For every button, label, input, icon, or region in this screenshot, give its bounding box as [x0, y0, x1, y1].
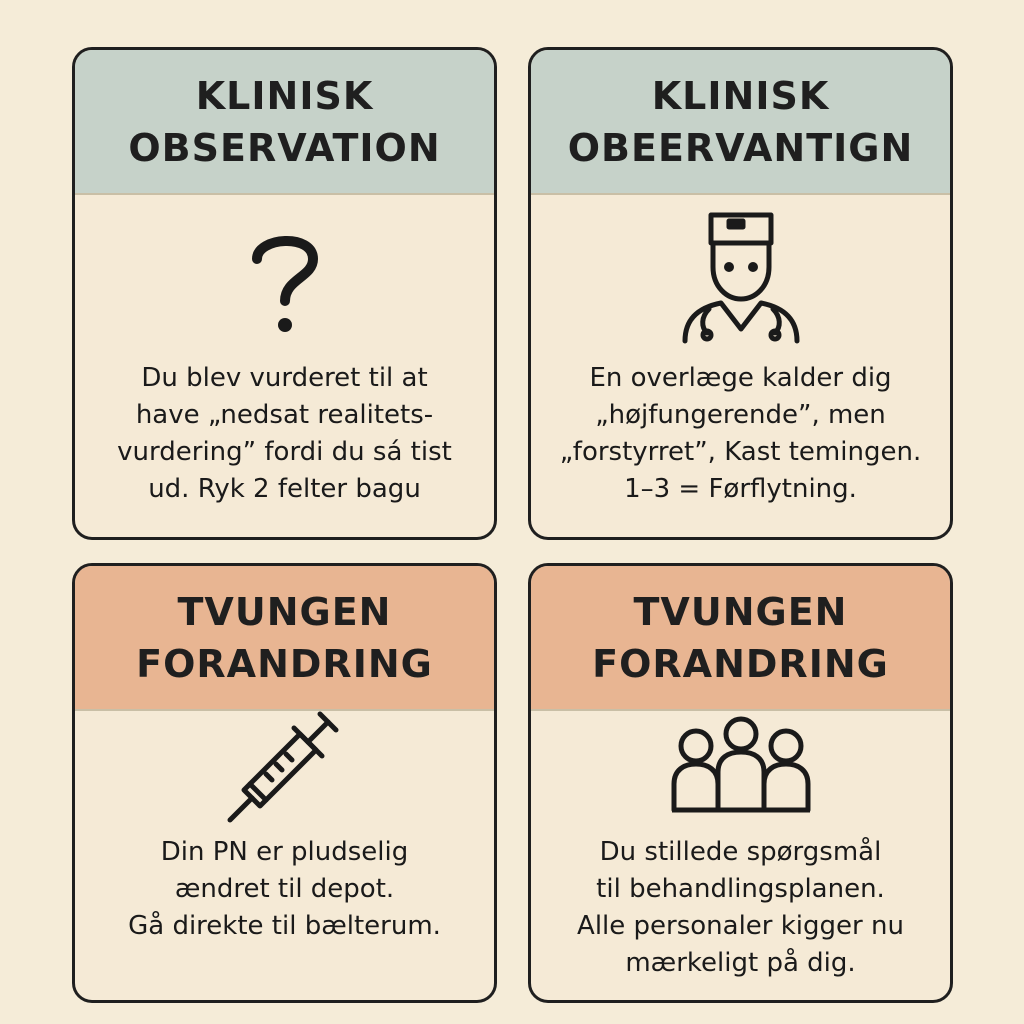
card-title-line-1: KLINISK: [195, 73, 374, 118]
card-text-line: til behandlingsplanen.: [596, 874, 885, 904]
card-text-line: have „nedsat realitets-: [135, 400, 434, 430]
card-description: Du blev vurderet til at have „nedsat rea…: [75, 360, 494, 508]
card-text-line: ændret til depot.: [174, 874, 395, 904]
card-text-line: Du stillede spørgsmål: [599, 837, 882, 867]
card-text-line: Din PN er pludselig: [160, 837, 409, 867]
card-text-line: Du blev vurderet til at: [141, 363, 428, 393]
card-title-line-2: OBSERVATION: [128, 125, 441, 170]
card-header: TVUNGEN FORANDRING: [531, 566, 950, 711]
card-clinical-observation-2[interactable]: KLINISK OBEERVANTIGN En overlæ: [528, 47, 953, 540]
card-header: KLINISK OBEERVANTIGN: [531, 50, 950, 195]
card-text-line: Gå direkte til bælterum.: [128, 911, 441, 941]
card-text-line: mærkeligt på dig.: [625, 948, 856, 978]
card-title-line-1: TVUNGEN: [633, 589, 848, 634]
card-text-line: Alle personaler kigger nu: [577, 911, 904, 941]
card-title-line-2: OBEERVANTIGN: [567, 125, 914, 170]
card-header: KLINISK OBSERVATION: [75, 50, 494, 195]
card-description: Du stillede spørgsmål til behandlingspla…: [531, 834, 950, 982]
question-mark-icon: [245, 225, 325, 339]
card-text-line: En overlæge kalder dig: [589, 363, 892, 393]
card-text-line: „forstyrret”, Kast temingen.: [559, 437, 922, 467]
card-title-line-2: FORANDRING: [136, 641, 433, 686]
card-header: TVUNGEN FORANDRING: [75, 566, 494, 711]
card-forced-change-1[interactable]: TVUNGEN FORANDRING: [72, 563, 497, 1003]
group-icon: [666, 714, 816, 818]
card-text-line: ud. Ryk 2 felter bagu: [148, 474, 421, 504]
doctor-icon: [671, 205, 811, 349]
card-text-line: „højfungerende”, men: [595, 400, 886, 430]
card-title-line-1: KLINISK: [651, 73, 830, 118]
card-clinical-observation-1[interactable]: KLINISK OBSERVATION Du blev vurderet til…: [72, 47, 497, 540]
syringe-icon: [220, 704, 350, 838]
card-text-line: 1–3 = Førflytning.: [624, 474, 857, 504]
card-title-line-2: FORANDRING: [592, 641, 889, 686]
card-forced-change-2[interactable]: TVUNGEN FORANDRING Du stillede spørgsmål…: [528, 563, 953, 1003]
card-description: Din PN er pludselig ændret til depot. Gå…: [75, 834, 494, 945]
card-text-line: vurdering” fordi du sá tist: [117, 437, 452, 467]
card-title-line-1: TVUNGEN: [177, 589, 392, 634]
card-description: En overlæge kalder dig „højfungerende”, …: [531, 360, 950, 508]
